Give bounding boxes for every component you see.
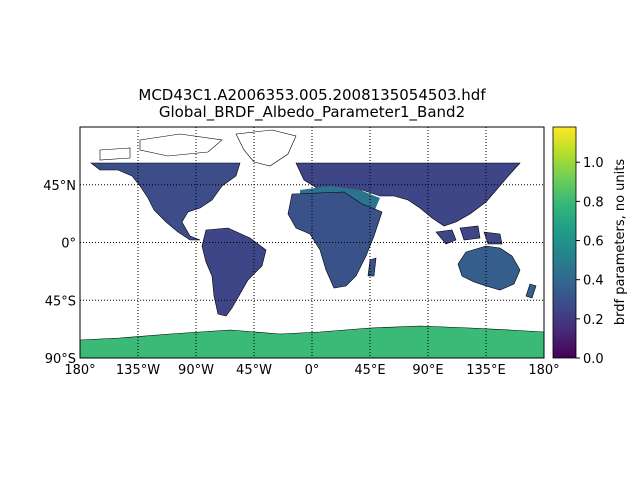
colorbar-tick-label: 0.6	[583, 235, 604, 250]
colorbar-ticks: 0.0 0.2 0.4 0.6 0.8 1.0	[576, 156, 604, 367]
region-south-america	[201, 227, 267, 317]
longitude-tick-labels: 180° 135°W 90°W 45°W 0° 45°E 90°E 135°E 180°	[64, 363, 559, 378]
region-africa	[287, 191, 383, 289]
lon-tick-label: 90°E	[412, 363, 443, 378]
graticule	[80, 127, 544, 358]
lat-tick-label: 90°S	[45, 352, 76, 367]
arctic-islands-outline	[99, 133, 223, 161]
lon-tick-label: 135°W	[116, 363, 160, 378]
colorbar-label: brdf parameters, no units	[613, 159, 628, 326]
colorbar-tick-label: 0.4	[583, 274, 604, 289]
lon-tick-label: 90°W	[178, 363, 214, 378]
lon-tick-label: 180°	[528, 363, 559, 378]
lat-tick-label: 45°N	[43, 179, 76, 194]
region-new-zealand	[525, 283, 537, 299]
lon-tick-label: 45°W	[236, 363, 272, 378]
greenland-outline	[235, 129, 297, 167]
lon-tick-label: 45°E	[354, 363, 385, 378]
lat-tick-label: 45°S	[45, 294, 76, 309]
colorbar	[552, 126, 577, 359]
lon-tick-label: 135°E	[466, 363, 506, 378]
map-title-line1: MCD43C1.A2006353.005.2008135054503.hdf	[138, 86, 486, 104]
lat-tick-label: 0°	[61, 237, 76, 252]
map-title-line2: Global_BRDF_Albedo_Parameter1_Band2	[158, 103, 466, 121]
lon-tick-label: 0°	[305, 363, 320, 378]
colorbar-tick-label: 0.0	[583, 352, 604, 367]
lon-tick-label: 180°	[64, 363, 95, 378]
region-australia	[457, 245, 521, 291]
latitude-tick-labels: 45°N 0° 45°S 90°S	[43, 179, 76, 367]
colorbar-tick-label: 1.0	[583, 156, 604, 171]
colorbar-tick-label: 0.8	[583, 195, 604, 210]
colorbar-tick-label: 0.2	[583, 313, 604, 328]
map-frame	[79, 126, 545, 359]
region-north-america	[90, 162, 241, 241]
region-se-asia-islands	[435, 225, 503, 245]
